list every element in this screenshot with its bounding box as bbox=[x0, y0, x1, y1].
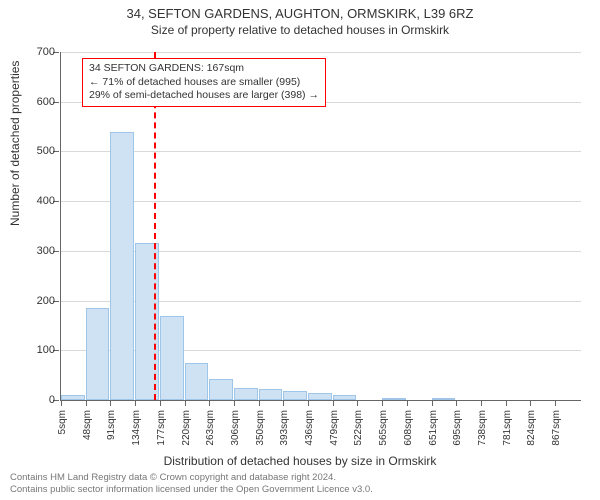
page-subtitle: Size of property relative to detached ho… bbox=[0, 23, 600, 37]
y-tick-label: 100 bbox=[37, 344, 55, 356]
x-tick bbox=[259, 400, 260, 406]
y-tick-label: 0 bbox=[49, 394, 55, 406]
marker-annotation: 34 SEFTON GARDENS: 167sqm ← 71% of detac… bbox=[82, 58, 326, 107]
histogram-bar bbox=[382, 398, 406, 400]
x-tick bbox=[61, 400, 62, 406]
annot-line: 34 SEFTON GARDENS: 167sqm bbox=[89, 62, 319, 76]
histogram-bar bbox=[333, 395, 357, 400]
x-tick bbox=[110, 400, 111, 406]
x-axis-label: Distribution of detached houses by size … bbox=[0, 454, 600, 468]
page-title: 34, SEFTON GARDENS, AUGHTON, ORMSKIRK, L… bbox=[0, 0, 600, 21]
y-tick-label: 400 bbox=[37, 195, 55, 207]
x-tick bbox=[357, 400, 358, 406]
x-tick bbox=[456, 400, 457, 406]
footer-line: Contains public sector information licen… bbox=[10, 484, 373, 496]
y-tick-label: 700 bbox=[37, 46, 55, 58]
x-tick bbox=[86, 400, 87, 406]
histogram-bar bbox=[209, 379, 233, 400]
y-tick-label: 200 bbox=[37, 295, 55, 307]
histogram-bar bbox=[160, 316, 184, 401]
x-tick bbox=[432, 400, 433, 406]
histogram-bar bbox=[308, 393, 332, 400]
x-tick bbox=[308, 400, 309, 406]
x-tick bbox=[209, 400, 210, 406]
x-tick bbox=[481, 400, 482, 406]
x-tick bbox=[135, 400, 136, 406]
y-tick-label: 600 bbox=[37, 96, 55, 108]
x-tick bbox=[333, 400, 334, 406]
histogram-bar bbox=[234, 388, 258, 400]
histogram-bar bbox=[86, 308, 110, 400]
x-tick bbox=[407, 400, 408, 406]
histogram-bar bbox=[259, 389, 283, 400]
histogram-bar bbox=[61, 395, 85, 400]
x-tick bbox=[506, 400, 507, 406]
gridline bbox=[61, 52, 581, 53]
x-tick bbox=[234, 400, 235, 406]
histogram-bar bbox=[432, 398, 456, 400]
annot-line: 29% of semi-detached houses are larger (… bbox=[89, 89, 319, 103]
x-tick bbox=[160, 400, 161, 406]
footer-line: Contains HM Land Registry data © Crown c… bbox=[10, 472, 373, 484]
x-tick bbox=[283, 400, 284, 406]
x-tick bbox=[530, 400, 531, 406]
histogram-bar bbox=[283, 391, 307, 400]
gridline bbox=[61, 151, 581, 152]
y-axis-label: Number of detached properties bbox=[8, 61, 22, 226]
footer: Contains HM Land Registry data © Crown c… bbox=[10, 472, 373, 496]
gridline bbox=[61, 201, 581, 202]
histogram-bar bbox=[110, 132, 134, 400]
x-tick bbox=[555, 400, 556, 406]
x-tick bbox=[382, 400, 383, 406]
annot-line: ← 71% of detached houses are smaller (99… bbox=[89, 76, 319, 90]
y-tick-label: 300 bbox=[37, 245, 55, 257]
histogram-bar bbox=[185, 363, 209, 400]
chart: 01002003004005006007005sqm48sqm91sqm134s… bbox=[60, 52, 580, 400]
y-tick-label: 500 bbox=[37, 145, 55, 157]
x-tick bbox=[185, 400, 186, 406]
